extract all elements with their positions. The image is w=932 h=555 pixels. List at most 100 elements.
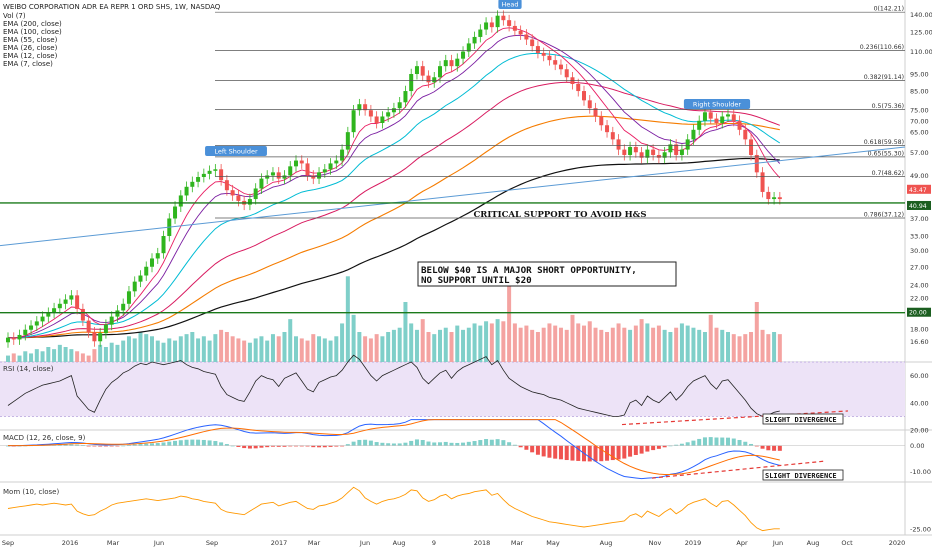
- volume-bar: [386, 332, 391, 362]
- candle-body: [132, 281, 137, 292]
- candle-body: [518, 30, 523, 35]
- macd-histogram-bar: [616, 445, 621, 460]
- macd-histogram-bar: [155, 443, 160, 446]
- macd-histogram-bar: [622, 445, 627, 459]
- macd-histogram-bar: [726, 437, 730, 446]
- volume-bar: [6, 355, 10, 362]
- candle-body: [403, 91, 408, 103]
- candle-body: [576, 84, 581, 92]
- x-tick-label: Mar: [107, 539, 120, 547]
- macd-histogram-bar: [570, 445, 575, 461]
- volume-bar: [351, 314, 356, 362]
- macd-histogram-bar: [455, 442, 460, 446]
- candle-body: [507, 20, 512, 26]
- volume-bar: [345, 276, 350, 362]
- macd-histogram-bar: [518, 445, 523, 448]
- volume-bar: [714, 327, 719, 362]
- macd-histogram-bar: [121, 445, 126, 447]
- candle-body: [57, 303, 62, 309]
- candle-body: [299, 160, 304, 164]
- candle-body: [466, 43, 471, 52]
- volume-bar: [558, 327, 563, 362]
- x-tick-label: Oct: [841, 539, 853, 547]
- x-tick-label: Aug: [807, 539, 820, 547]
- candle-body: [276, 172, 281, 179]
- candle-body: [564, 69, 569, 78]
- volume-bar: [662, 329, 667, 362]
- volume-bar: [426, 332, 431, 362]
- volume-bar: [363, 336, 368, 362]
- volume-bar: [466, 327, 471, 362]
- macd-histogram-bar: [564, 445, 569, 461]
- macd-histogram-bar: [697, 438, 702, 446]
- macd-histogram-bar: [501, 440, 506, 446]
- fib-level-label: 0.236(110.66): [860, 44, 904, 51]
- candle-body: [282, 175, 287, 179]
- fib-level-label: 0.382(91.14): [864, 74, 904, 81]
- macd-histogram-bar: [132, 444, 137, 446]
- candle-body: [126, 291, 131, 304]
- candle-body: [397, 102, 402, 109]
- fib-level-label: 0.65(55.30): [868, 150, 904, 157]
- candle-body: [138, 275, 143, 282]
- macd-histogram-bar: [236, 445, 241, 447]
- candle-body: [674, 144, 679, 155]
- macd-histogram-bar: [345, 444, 350, 446]
- volume-bar: [173, 340, 178, 362]
- volume-bar: [674, 327, 679, 362]
- volume-bar: [317, 336, 322, 362]
- volume-bar: [224, 332, 229, 362]
- macd-histogram-bar: [743, 441, 748, 446]
- volume-bar: [115, 344, 120, 362]
- volume-bar: [535, 332, 540, 362]
- volume-bar: [605, 332, 610, 362]
- candle-body: [80, 308, 85, 321]
- macd-histogram-bar: [633, 445, 638, 455]
- macd-histogram-bar: [322, 445, 327, 448]
- price-tick-label: 75.00: [910, 107, 929, 115]
- volume-bar: [489, 323, 494, 362]
- x-tick-label: Mar: [511, 539, 524, 547]
- macd-histogram-bar: [495, 439, 500, 446]
- macd-histogram-bar: [351, 441, 356, 446]
- fib-level-label: 0.786(37.12): [864, 211, 904, 218]
- candle-body: [737, 120, 742, 130]
- indicator-ema7: EMA (7, close): [3, 60, 53, 68]
- macd-divergence-label: SLIGHT DIVERGENCE: [765, 472, 837, 480]
- price-tag: [907, 184, 931, 194]
- candle-body: [633, 146, 638, 153]
- candle-body: [115, 310, 120, 317]
- candle-body: [599, 116, 604, 126]
- macd-tick-label: 0.00: [910, 442, 924, 450]
- volume-bar: [121, 340, 126, 362]
- candle-body: [184, 186, 189, 196]
- volume-bar: [288, 319, 293, 362]
- macd-histogram-bar: [282, 445, 287, 447]
- volume-bar: [443, 327, 448, 362]
- macd-histogram-bar: [397, 443, 402, 446]
- volume-bar: [622, 327, 627, 362]
- candle-body: [236, 195, 241, 201]
- price-tag-label: 40.94: [909, 203, 927, 210]
- left-shoulder-label: Left Shoulder: [214, 148, 258, 156]
- candle-body: [98, 333, 103, 342]
- volume-bar: [276, 336, 281, 362]
- candle-body: [622, 149, 627, 155]
- volume-bar: [253, 338, 258, 362]
- candle-body: [334, 160, 339, 164]
- candle-body: [582, 91, 586, 101]
- macd-histogram-bar: [628, 445, 633, 457]
- macd-histogram-bar: [161, 442, 166, 446]
- price-tick-label: 24.00: [910, 281, 929, 289]
- volume-bar: [438, 329, 442, 362]
- fib-level-label: 0(142.21): [874, 6, 904, 13]
- volume-bar: [472, 323, 477, 362]
- volume-bar: [305, 340, 310, 362]
- macd-histogram-bar: [178, 440, 183, 446]
- candle-body: [760, 172, 765, 192]
- volume-bar: [599, 329, 604, 362]
- macd-label: MACD (12, 26, close, 9): [3, 434, 86, 442]
- macd-histogram-bar: [691, 440, 696, 446]
- x-tick-label: Mar: [308, 539, 321, 547]
- candle-body: [691, 129, 696, 140]
